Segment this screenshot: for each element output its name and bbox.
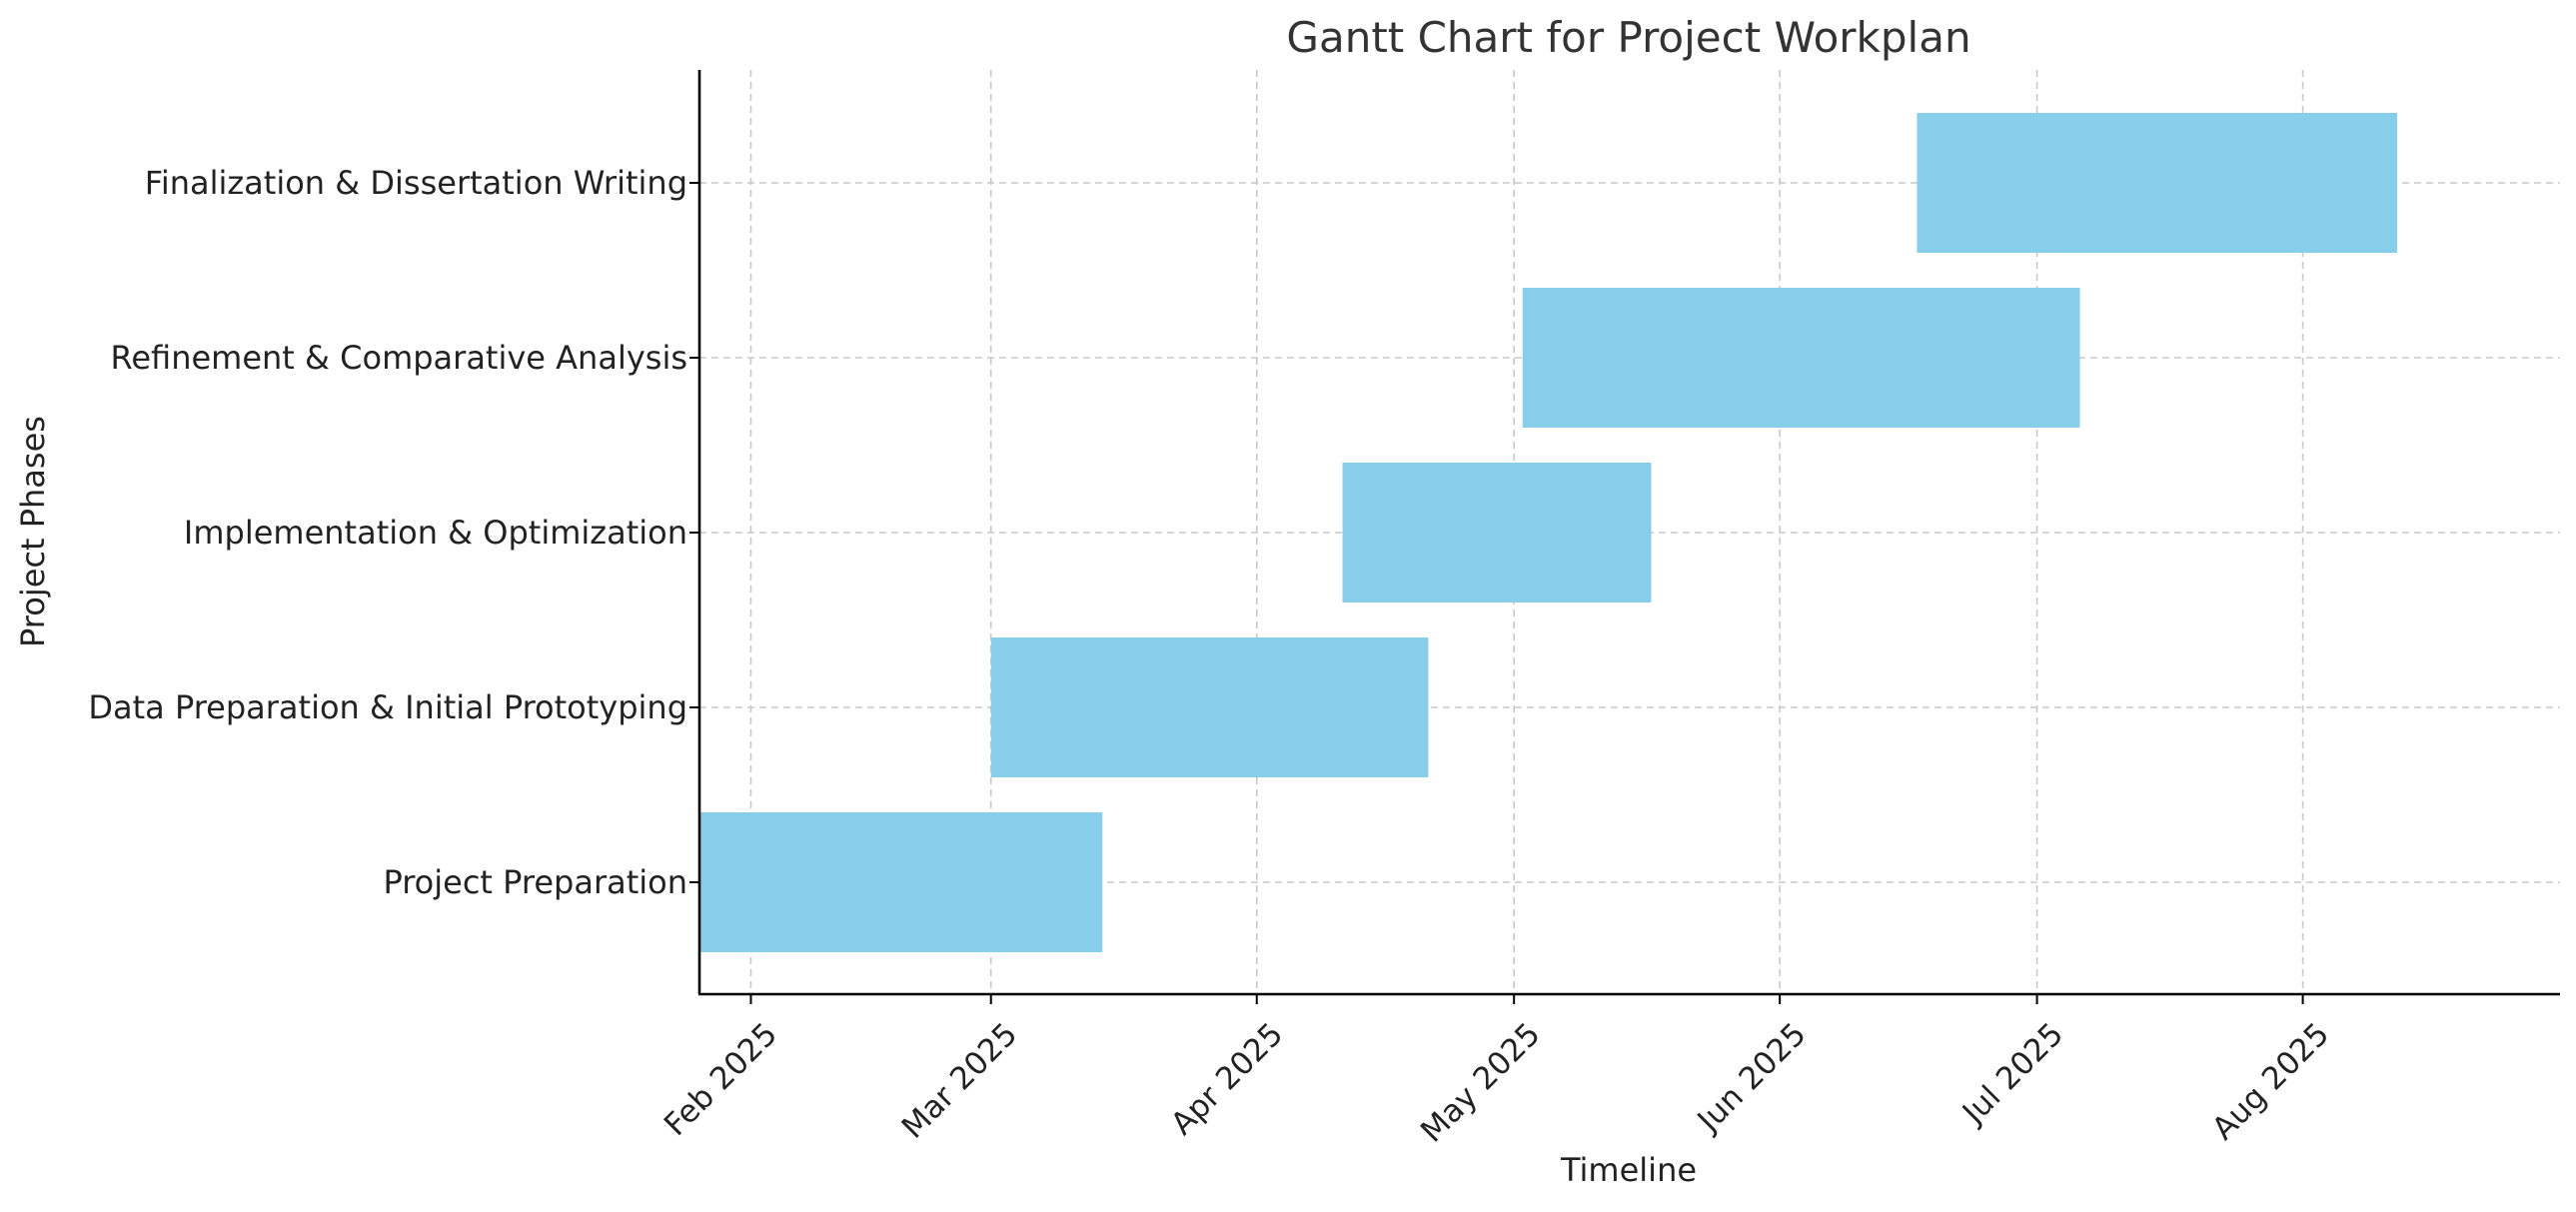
gantt-bar bbox=[1342, 463, 1652, 603]
x-tick-label: Feb 2025 bbox=[657, 1016, 784, 1143]
gantt-bar bbox=[990, 637, 1429, 777]
gantt-bar bbox=[1917, 113, 2397, 253]
y-category-label: Project Preparation bbox=[383, 863, 687, 901]
x-tick-label: Apr 2025 bbox=[1164, 1016, 1290, 1142]
x-tick-label: Jun 2025 bbox=[1690, 1016, 1814, 1140]
bar-layer bbox=[699, 113, 2397, 952]
x-tick-label: Jul 2025 bbox=[1954, 1016, 2070, 1132]
gantt-bar bbox=[699, 812, 1103, 952]
y-category-label: Data Preparation & Initial Prototyping bbox=[88, 688, 687, 726]
chart-title: Gantt Chart for Project Workplan bbox=[1286, 13, 1970, 62]
y-category-label: Implementation & Optimization bbox=[184, 514, 687, 552]
x-tick-label: May 2025 bbox=[1414, 1016, 1548, 1150]
gantt-bar bbox=[1522, 288, 2080, 428]
x-axis-title: Timeline bbox=[1560, 1151, 1697, 1189]
axis-layer bbox=[689, 70, 2560, 1004]
x-tick-label: Mar 2025 bbox=[895, 1016, 1025, 1146]
y-category-label: Refinement & Comparative Analysis bbox=[111, 339, 687, 377]
x-tick-label: Aug 2025 bbox=[2205, 1016, 2336, 1147]
y-category-label: Finalization & Dissertation Writing bbox=[145, 164, 687, 202]
y-axis-title: Project Phases bbox=[14, 416, 52, 647]
